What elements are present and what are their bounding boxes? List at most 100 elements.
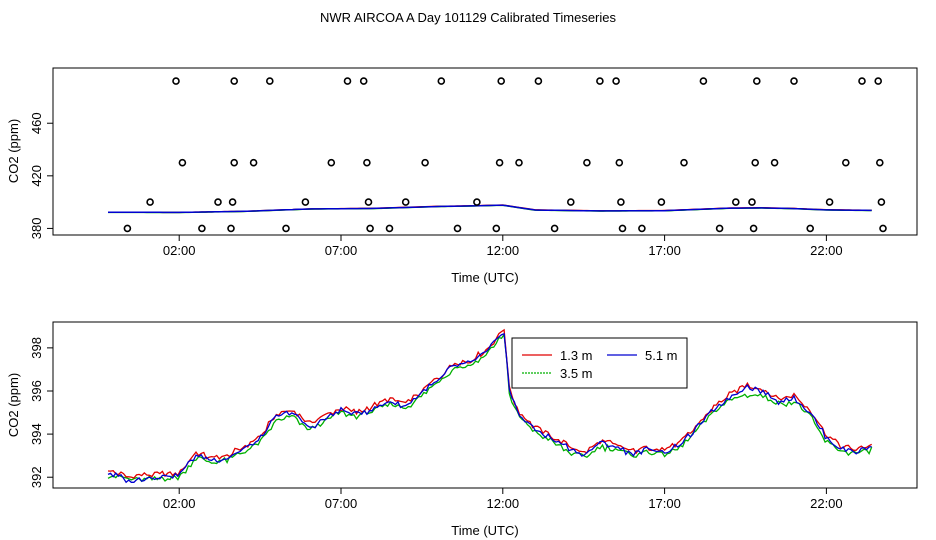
top-scatter-point <box>877 198 886 206</box>
top-scatter-point <box>301 198 310 206</box>
top-scatter-point <box>806 224 815 233</box>
top-scatter-point <box>550 224 559 233</box>
bottom-y-tick-label: 392 <box>29 466 44 488</box>
top-scatter-point <box>453 224 462 233</box>
legend-label-5-1m: 5.1 m <box>645 348 678 363</box>
bottom-y-axis-label: CO2 (ppm) <box>6 373 21 437</box>
bottom-x-tick-label: 02:00 <box>163 496 196 511</box>
top-scatter-point <box>363 158 371 167</box>
top-x-axis: 02:00 07:00 12:00 17:00 22:00 <box>163 235 843 258</box>
top-series-lines <box>108 204 872 214</box>
top-scatter-point <box>401 198 410 206</box>
top-scatter-point <box>875 158 884 167</box>
bottom-x-tick-label: 07:00 <box>325 496 358 511</box>
top-scatter-point <box>566 198 575 206</box>
bottom-y-tick-label: 394 <box>29 423 44 445</box>
top-scatter-point <box>638 224 646 233</box>
top-scatter-point <box>364 198 373 206</box>
top-scatter-point <box>874 77 883 85</box>
legend-label-3-5m: 3.5 m <box>560 366 593 381</box>
top-y-tick-label: 380 <box>29 218 44 240</box>
chart-title: NWR AIRCOA A Day 101129 Calibrated Times… <box>320 10 616 25</box>
top-scatter-point <box>596 77 604 85</box>
bottom-x-tick-label: 17:00 <box>648 496 681 511</box>
top-scatter-point <box>178 158 187 167</box>
top-scatter-point <box>343 77 352 85</box>
top-scatter-point <box>858 77 866 85</box>
top-scatter-point <box>751 158 760 167</box>
top-scatter-point <box>615 158 624 167</box>
top-scatter-point <box>265 77 274 85</box>
bottom-plot-frame <box>52 321 918 489</box>
top-scatter-point <box>282 224 290 233</box>
top-scatter-point <box>227 224 235 233</box>
top-scatter-point <box>515 158 523 167</box>
top-scatter-point <box>146 198 154 206</box>
top-y-tick-label: 460 <box>29 112 44 134</box>
top-x-tick-label: 17:00 <box>648 243 681 258</box>
top-scatter-point <box>198 224 206 233</box>
bottom-series-line-r13 <box>107 328 873 479</box>
top-scatter-point <box>699 77 708 85</box>
top-scatter-point <box>748 198 756 206</box>
legend-label-1-3m: 1.3 m <box>560 348 593 363</box>
legend-box <box>511 337 688 389</box>
top-scatter-point <box>437 77 446 85</box>
bottom-x-tick-label: 12:00 <box>487 496 520 511</box>
top-x-tick-label: 22:00 <box>810 243 843 258</box>
top-panel: 02:00 07:00 12:00 17:00 22:00 380 420 460 Time… <box>6 67 918 285</box>
top-scatter-points <box>123 77 887 233</box>
top-scatter-point <box>230 77 238 85</box>
top-scatter-point <box>385 224 394 233</box>
bottom-series-line-r35 <box>107 332 873 483</box>
bottom-y-axis: 392 394 396 398 <box>29 337 53 488</box>
bottom-panel: 02:00 07:00 12:00 17:00 22:00 392 394 396 398 T… <box>6 321 918 538</box>
top-scatter-point <box>715 224 724 233</box>
top-scatter-point <box>249 158 258 167</box>
top-series-line <box>108 204 872 214</box>
bottom-y-tick-label: 396 <box>29 380 44 402</box>
top-scatter-point <box>731 198 740 206</box>
top-y-axis: 380 420 460 <box>29 112 53 239</box>
top-scatter-point <box>583 158 591 167</box>
bottom-series-lines <box>107 328 873 484</box>
top-scatter-point <box>790 77 798 85</box>
top-scatter-point <box>618 224 627 233</box>
top-x-tick-label: 02:00 <box>163 243 196 258</box>
bottom-x-axis: 02:00 07:00 12:00 17:00 22:00 <box>163 488 843 511</box>
top-scatter-point <box>492 224 501 233</box>
top-scatter-point <box>879 224 887 233</box>
bottom-x-axis-label: Time (UTC) <box>451 523 518 538</box>
bottom-series-line-r51 <box>107 332 872 484</box>
top-scatter-point <box>327 158 336 167</box>
top-scatter-point <box>230 158 238 167</box>
top-x-axis-label: Time (UTC) <box>451 270 518 285</box>
top-scatter-point <box>421 158 429 167</box>
top-scatter-point <box>657 198 666 206</box>
top-scatter-point <box>214 198 222 206</box>
top-scatter-point <box>497 77 506 85</box>
top-scatter-point <box>749 224 758 233</box>
top-scatter-point <box>495 158 504 167</box>
top-scatter-point <box>172 77 180 85</box>
top-scatter-point <box>612 77 620 85</box>
top-scatter-point <box>473 198 481 206</box>
top-scatter-point <box>366 224 374 233</box>
top-scatter-point <box>228 198 237 206</box>
top-scatter-point <box>617 198 625 206</box>
top-plot-frame <box>52 67 918 236</box>
top-x-tick-label: 12:00 <box>487 243 520 258</box>
top-y-tick-label: 420 <box>29 165 44 187</box>
bottom-x-tick-label: 22:00 <box>810 496 843 511</box>
top-x-tick-label: 07:00 <box>325 243 358 258</box>
top-y-axis-label: CO2 (ppm) <box>6 119 21 183</box>
legend: 1.3 m 5.1 m 3.5 m <box>511 337 688 389</box>
top-scatter-point <box>123 224 132 233</box>
top-scatter-point <box>841 158 850 167</box>
top-scatter-point <box>770 158 779 167</box>
bottom-y-tick-label: 398 <box>29 337 44 359</box>
top-scatter-point <box>752 77 761 85</box>
top-scatter-point <box>825 198 834 206</box>
top-scatter-point <box>534 77 543 85</box>
